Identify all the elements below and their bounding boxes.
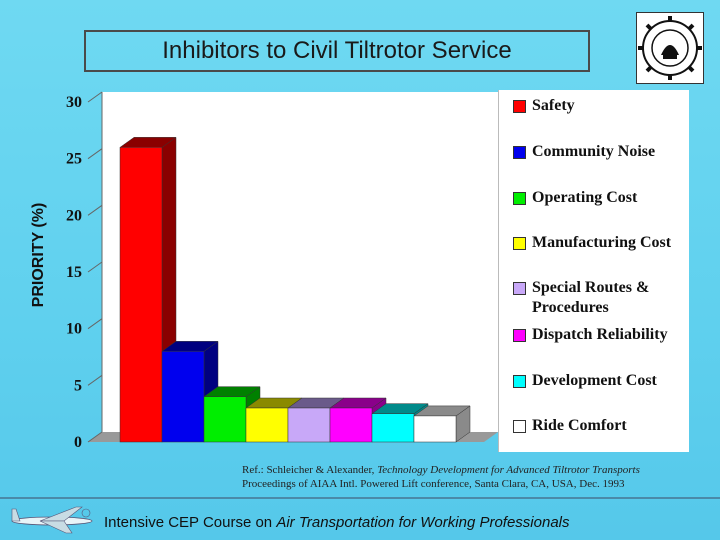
bar-8 (413, 405, 471, 443)
y-tick-mark (87, 204, 103, 216)
y-tick-mark (87, 318, 103, 330)
footer-course-title: Air Transportation for Working Professio… (276, 514, 570, 531)
y-tick-label: 15 (66, 264, 82, 281)
chart-title-box: Inhibitors to Civil Tiltrotor Service (84, 30, 590, 72)
legend-swatch (513, 282, 526, 295)
legend-label: Development Cost (532, 372, 657, 389)
y-tick-mark (87, 431, 103, 443)
reference-title: Technology Development for Advanced Tilt… (377, 464, 640, 476)
legend-item: Special Routes & Procedures (513, 278, 692, 318)
legend-swatch (513, 146, 526, 159)
bar-front (413, 415, 457, 443)
legend-item: Ride Comfort (513, 416, 692, 436)
legend-swatch (513, 375, 526, 388)
legend-label: Manufacturing Cost (532, 234, 672, 251)
bar-front (161, 351, 205, 443)
bar-front (287, 407, 331, 443)
y-tick-label: 30 (66, 94, 82, 111)
reference-line2: Proceedings of AIAA Intl. Powered Lift c… (242, 478, 625, 490)
bar-front (203, 396, 247, 443)
y-tick-label: 20 (66, 207, 82, 224)
y-tick-mark (87, 261, 103, 273)
institute-logo (636, 12, 704, 84)
y-tick-label: 10 (66, 321, 82, 338)
legend-item: Safety (513, 96, 692, 116)
y-tick-label: 0 (74, 434, 82, 451)
chart-legend: Safety Community Noise Operating Cost Manuf… (498, 90, 689, 452)
legend-label: Ride Comfort (532, 417, 627, 434)
legend-swatch (513, 100, 526, 113)
y-tick-mark (87, 91, 103, 103)
footer-prefix: Intensive CEP Course on (104, 514, 277, 531)
legend-label: Safety (532, 97, 575, 114)
footer-rule (0, 497, 720, 499)
legend-swatch (513, 237, 526, 250)
footer: Intensive CEP Course on Air Transportati… (0, 497, 720, 540)
footer-text: Intensive CEP Course on Air Transportati… (104, 514, 570, 531)
legend-label: Community Noise (532, 143, 656, 160)
y-tick-label: 5 (74, 377, 82, 394)
legend-label: Operating Cost (532, 189, 638, 206)
y-tick-mark (87, 148, 103, 160)
y-tick-mark (87, 374, 103, 386)
bar-front (119, 147, 163, 443)
bar-front (245, 407, 289, 443)
legend-item: Community Noise (513, 142, 692, 162)
reference-prefix: Ref.: Schleicher & Alexander, (242, 464, 378, 476)
bar-front (371, 413, 415, 443)
legend-swatch (513, 329, 526, 342)
y-tick-label: 25 (66, 151, 82, 168)
chart-title: Inhibitors to Civil Tiltrotor Service (162, 37, 512, 64)
legend-item: Development Cost (513, 371, 692, 391)
legend-swatch (513, 192, 526, 205)
reference-note: Ref.: Schleicher & Alexander, Technology… (242, 463, 640, 491)
legend-label: Special Routes & Procedures (532, 279, 650, 316)
legend-item: Manufacturing Cost (513, 233, 692, 253)
aircraft-icon (11, 506, 93, 534)
bar-front (329, 407, 373, 443)
institute-seal-icon (638, 16, 702, 80)
legend-item: Dispatch Reliability (513, 325, 692, 345)
legend-label: Dispatch Reliability (532, 326, 668, 343)
legend-item: Operating Cost (513, 188, 692, 208)
legend-swatch (513, 420, 526, 433)
